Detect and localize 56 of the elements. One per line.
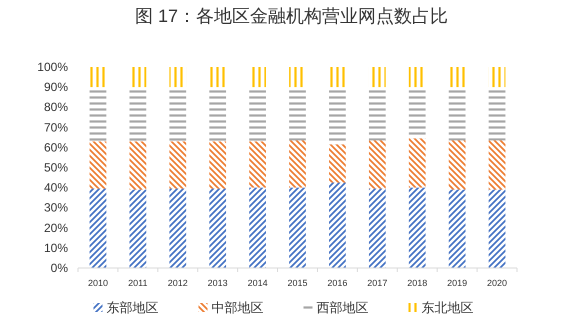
legend-label: 西部地区 [316,300,368,315]
bar [488,140,506,190]
x-tick-label: 2011 [128,278,148,288]
bar [368,140,386,189]
y-tick-label: 70% [44,120,68,134]
bar [329,67,346,88]
legend-label: 东北地区 [422,300,474,315]
y-tick-label: 20% [44,220,68,235]
bar [169,67,186,88]
bar [368,188,386,268]
y-tick-label: 40% [44,180,68,195]
legend-label: 东部地区 [106,300,158,315]
bar [488,67,506,88]
chart-title: 图 17：各地区金融机构营业网点数占比 [134,6,448,26]
y-tick-label: 100% [37,60,68,74]
bar [448,67,466,88]
y-tick-label: 60% [44,140,68,154]
bar [209,188,226,268]
bar [169,188,186,268]
bar [209,141,226,189]
bar [488,190,506,268]
y-tick-label: 0% [50,261,68,275]
y-tick-label: 30% [44,200,68,215]
bar [209,67,226,88]
bar [329,144,346,183]
x-tick-label: 2013 [208,278,228,288]
bar [289,140,306,188]
x-tick-label: 2012 [168,278,188,288]
bar [448,190,466,268]
bar [129,190,146,268]
bar [368,67,386,88]
x-tick-label: 2019 [447,278,468,288]
bar [249,188,266,268]
y-tick-label: 50% [44,160,68,174]
bar [289,188,306,268]
x-tick-label: 2018 [407,278,428,288]
bar [129,141,146,190]
x-tick-label: 2020 [487,278,508,288]
bar [329,182,346,268]
bar [90,141,106,189]
legend-label: 中部地区 [212,300,264,315]
bar [90,188,106,268]
x-tick-label: 2015 [287,278,308,288]
bar [90,67,106,88]
bar [169,141,186,189]
bar [448,140,466,190]
x-tick-label: 2014 [248,278,268,288]
x-tick-label: 2016 [327,278,348,288]
y-tick-label: 90% [44,80,68,94]
x-tick-label: 2010 [88,278,108,288]
bar [408,138,426,188]
bar [408,188,426,268]
y-tick-label: 80% [44,100,68,114]
x-tick-label: 2017 [367,278,388,288]
y-tick-label: 10% [44,240,68,255]
bar [249,141,266,188]
